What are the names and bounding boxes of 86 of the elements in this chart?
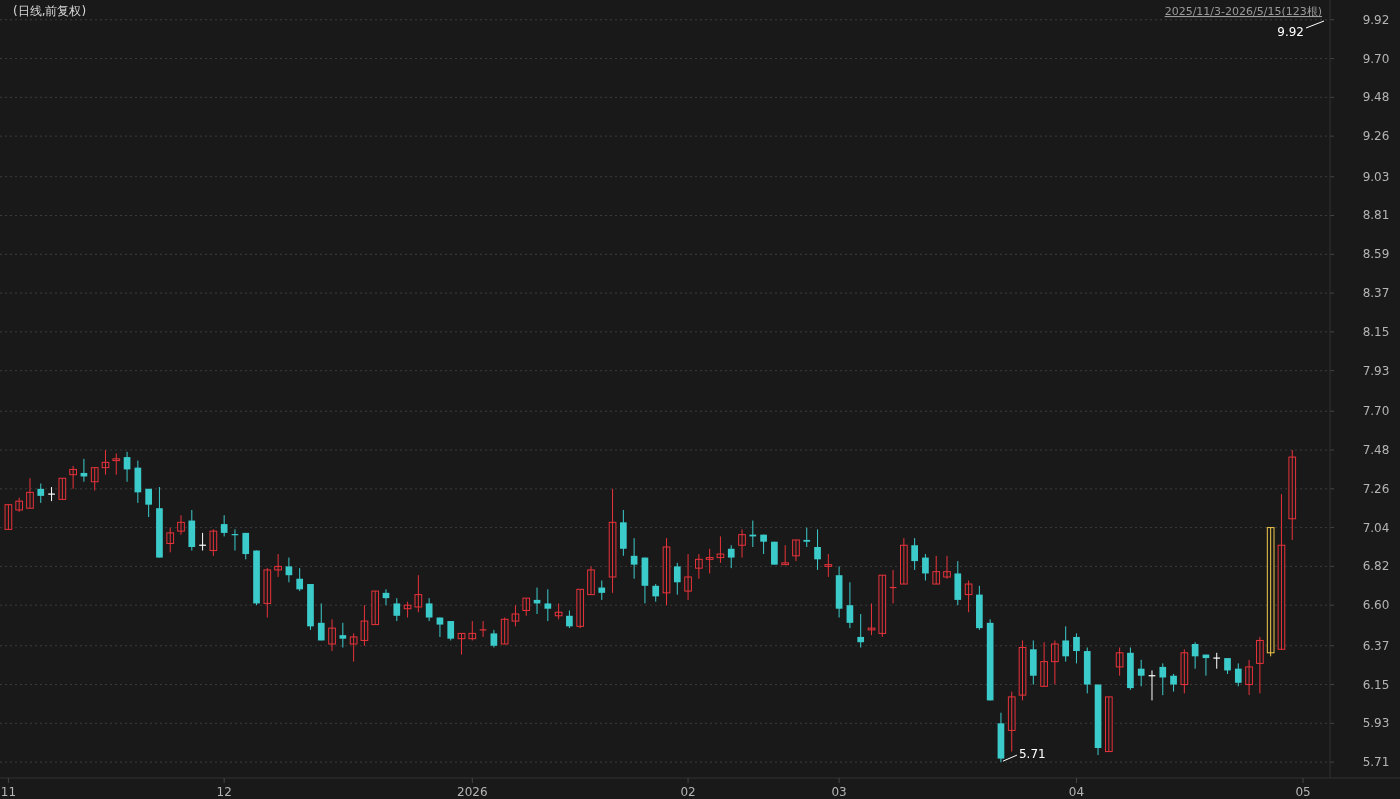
candlestick: [1266, 527, 1275, 657]
candlestick: [781, 544, 790, 566]
x-tick-label: 12: [216, 785, 232, 799]
candlestick: [1180, 648, 1189, 694]
candlestick: [349, 632, 358, 663]
candlestick: [90, 467, 99, 492]
y-tick-label: 6.15: [1362, 677, 1390, 692]
candlestick: [339, 622, 347, 649]
annotation: 9.92: [1277, 25, 1304, 39]
annotation: 9.92: [1277, 20, 1325, 39]
y-tick-label: 5.71: [1362, 755, 1390, 770]
y-tick-label: 7.04: [1362, 520, 1390, 535]
y-tick-label: 7.26: [1362, 481, 1390, 496]
candlestick: [393, 597, 401, 622]
candlestick: [608, 488, 617, 594]
candlestick: [15, 497, 24, 513]
y-tick-label: 9.92: [1362, 12, 1390, 27]
candlestick: [522, 597, 531, 617]
candlestick: [716, 535, 725, 564]
candlestick: [1083, 647, 1091, 694]
candlestick: [263, 567, 272, 619]
x-tick-label: 02: [680, 785, 696, 799]
y-tick-label: 5.93: [1362, 716, 1390, 731]
x-tick-label: 2026: [457, 785, 488, 799]
candlestick: [544, 588, 552, 622]
candlestick: [705, 548, 714, 574]
candlestick: [932, 555, 941, 585]
candlestick: [803, 527, 811, 548]
candlestick: [220, 514, 228, 537]
candlestick: [209, 528, 218, 557]
candlestick: [964, 580, 973, 613]
y-tick-label: 6.82: [1362, 559, 1390, 574]
candlestick: [878, 574, 887, 638]
y-tick-label: 9.03: [1362, 169, 1390, 184]
y-tick-label: 9.48: [1362, 90, 1390, 105]
x-tick-label: 05: [1295, 785, 1311, 799]
candlestick: [867, 602, 876, 636]
candlestick: [360, 604, 369, 647]
y-tick-label: 6.37: [1362, 638, 1390, 653]
candlestick: [1018, 639, 1027, 701]
candlestick: [1007, 691, 1016, 753]
candlestick: [900, 537, 908, 585]
candlestick: [511, 604, 520, 627]
y-tick-label: 8.15: [1362, 324, 1390, 339]
annotation: 5.71: [1018, 747, 1046, 762]
candlestick: [1062, 625, 1070, 663]
candlestick: [727, 544, 735, 569]
y-tick-label: 8.81: [1362, 208, 1390, 223]
candlestick: [576, 588, 585, 629]
annotation: 5.71: [1002, 747, 1046, 762]
candlestick: [371, 590, 380, 626]
candlestick: [112, 453, 121, 476]
y-tick-label: 6.60: [1362, 598, 1390, 613]
candlestick: [414, 574, 423, 613]
candlestick: [771, 541, 778, 566]
candlestick: [166, 527, 175, 553]
y-tick-label: 8.59: [1362, 247, 1390, 262]
y-tick-label: 9.26: [1362, 129, 1390, 144]
candlestick: [1115, 647, 1124, 677]
x-tick-label: 04: [1068, 785, 1085, 799]
subtitle: 2025/11/3-2026/5/15(123根): [1164, 5, 1322, 18]
candlestick: [58, 477, 67, 500]
candlestick: [824, 553, 833, 578]
candlestick: [1170, 673, 1177, 693]
candlestick: [447, 620, 455, 641]
y-tick-label: 7.70: [1362, 404, 1390, 419]
candlestick: [1029, 639, 1037, 686]
candlestick: [620, 509, 627, 557]
candlestick: [4, 504, 13, 530]
candlestick: [911, 537, 918, 571]
x-tick-label: 03: [831, 785, 847, 799]
candlestick: [156, 486, 163, 559]
y-tick-label: 7.93: [1362, 363, 1390, 378]
y-tick-label: 7.48: [1362, 443, 1390, 458]
candlestick: [145, 488, 152, 518]
candlestick: [500, 617, 509, 645]
y-tick-label: 9.70: [1362, 51, 1390, 66]
candlestick: [673, 562, 681, 596]
candlestick: [1277, 493, 1286, 650]
candlestick: [954, 560, 962, 606]
candlestick: [1104, 696, 1113, 753]
candlestick: [1288, 449, 1297, 541]
y-tick-label: 8.37: [1362, 286, 1390, 301]
title: (日线,前复权): [13, 4, 87, 18]
candlestick: [1213, 652, 1221, 670]
x-tick-label: 11: [0, 785, 17, 799]
